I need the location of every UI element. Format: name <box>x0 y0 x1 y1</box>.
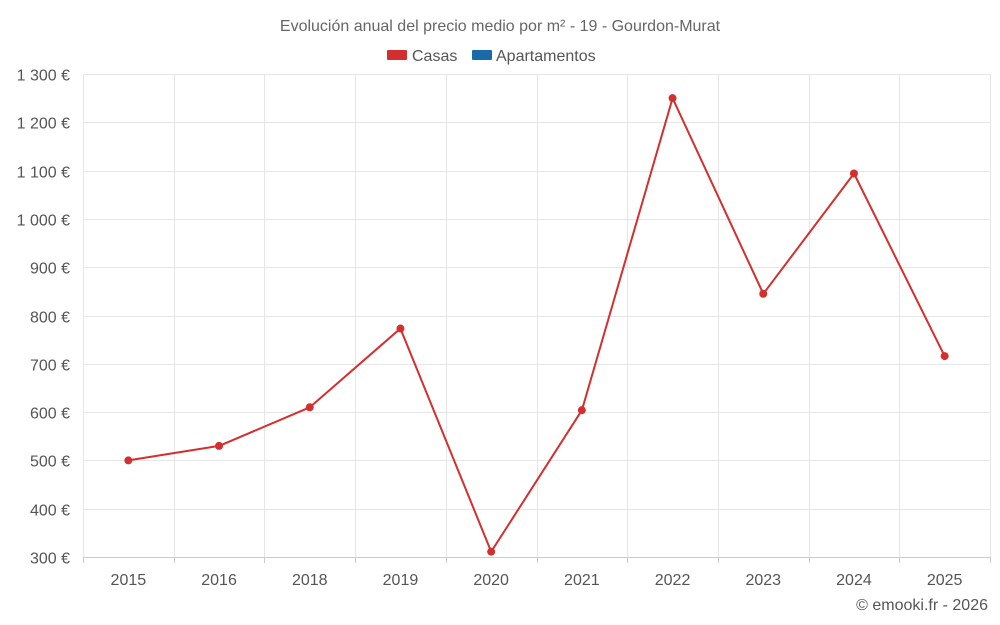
legend: Casas Apartamentos <box>387 48 596 65</box>
data-point-casas-2020[interactable] <box>487 547 496 556</box>
y-axis: 300 € 400 € 500 € 600 € 700 € 800 € 900 € 1 000… <box>17 68 70 568</box>
data-point-casas-2022[interactable] <box>668 94 677 103</box>
y-tick-label: 1 200 € <box>17 116 70 133</box>
x-tick-label: 2015 <box>111 572 147 589</box>
x-tick-label: 2024 <box>836 572 872 589</box>
data-point-casas-2016[interactable] <box>215 441 224 450</box>
data-point-casas-2025[interactable] <box>940 352 949 361</box>
legend-label-apartamentos: Apartamentos <box>496 48 596 65</box>
credit-text: © emooki.fr - 2026 <box>856 597 988 614</box>
y-tick-label: 500 € <box>30 454 70 471</box>
x-axis: 2015 2016 2018 2019 2020 2021 2022 2023 2024 2025 <box>83 557 991 589</box>
legend-swatch-casas <box>387 50 407 60</box>
y-tick-label: 400 € <box>30 503 70 520</box>
data-point-casas-2019[interactable] <box>396 324 405 333</box>
data-point-casas-2015[interactable] <box>124 456 133 465</box>
y-tick-label: 800 € <box>30 310 70 327</box>
x-tick-label: 2022 <box>655 572 691 589</box>
data-point-casas-2018[interactable] <box>305 403 314 412</box>
grid <box>83 74 991 558</box>
chart-title: Evolución anual del precio medio por m² … <box>280 18 721 35</box>
data-point-casas-2023[interactable] <box>759 289 768 298</box>
legend-swatch-apartamentos <box>472 50 492 60</box>
series-line-casas <box>128 97 946 553</box>
legend-item-apartamentos[interactable]: Apartamentos <box>472 48 596 65</box>
x-tick-label: 2025 <box>927 572 963 589</box>
x-tick-label: 2016 <box>201 572 237 589</box>
y-tick-label: 1 300 € <box>17 68 70 85</box>
y-tick-label: 1 000 € <box>17 213 70 230</box>
data-point-casas-2024[interactable] <box>849 169 858 178</box>
legend-item-casas[interactable]: Casas <box>387 48 457 65</box>
data-point-casas-2021[interactable] <box>577 406 586 415</box>
x-tick-label: 2018 <box>292 572 328 589</box>
y-tick-label: 1 100 € <box>17 165 70 182</box>
y-tick-label: 600 € <box>30 406 70 423</box>
x-tick-label: 2021 <box>564 572 600 589</box>
x-tick-label: 2023 <box>745 572 781 589</box>
series-casas <box>124 94 949 556</box>
x-tick-label: 2020 <box>473 572 509 589</box>
y-tick-label: 900 € <box>30 261 70 278</box>
y-tick-label: 700 € <box>30 358 70 375</box>
legend-label-casas: Casas <box>412 48 457 65</box>
x-tick-label: 2019 <box>383 572 419 589</box>
y-tick-label: 300 € <box>30 551 70 568</box>
